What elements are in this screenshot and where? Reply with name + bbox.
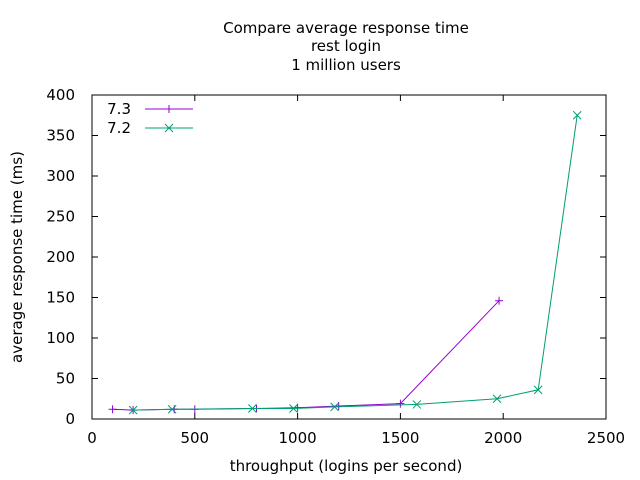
- legend-entry-7-3: 7.3: [107, 100, 193, 118]
- point-7-3-0: [108, 405, 117, 414]
- x-axis-ticks: 0 500 1000 1500 2000 2500: [87, 95, 625, 447]
- legend-marker-7-3: [165, 105, 173, 113]
- legend: 7.3 7.2: [107, 100, 193, 137]
- point-7-2-2: [248, 404, 257, 413]
- y-tick-label-100: 100: [46, 329, 75, 347]
- point-7-2-7: [533, 385, 543, 395]
- series-line-7-2: [133, 115, 578, 411]
- y-tick-label-300: 300: [46, 167, 75, 185]
- series-layer: [108, 110, 582, 415]
- series-7-2: [128, 110, 582, 415]
- chart-title-line-3: 1 million users: [291, 56, 401, 74]
- point-7-2-1: [167, 404, 177, 414]
- x-tick-label-500: 500: [180, 429, 209, 447]
- x-tick-label-2000: 2000: [484, 429, 522, 447]
- point-7-3-8: [495, 296, 504, 305]
- point-7-2-4: [330, 402, 339, 412]
- y-tick-label-250: 250: [46, 208, 75, 226]
- chart-title-line-1: Compare average response time: [223, 19, 469, 37]
- point-7-2-5: [412, 400, 422, 409]
- point-7-2-6: [492, 394, 502, 404]
- x-tick-label-0: 0: [87, 429, 97, 447]
- series-line-7-3: [112, 300, 500, 411]
- legend-label-7-3: 7.3: [107, 100, 131, 118]
- legend-label-7-2: 7.2: [107, 119, 131, 137]
- y-tick-label-150: 150: [46, 289, 75, 307]
- point-7-2-8: [572, 110, 582, 120]
- chart-title: Compare average response time rest login…: [223, 19, 469, 74]
- chart-title-line-2: rest login: [311, 37, 381, 55]
- x-tick-label-1500: 1500: [381, 429, 419, 447]
- x-axis-label: throughput (logins per second): [230, 457, 463, 475]
- y-tick-label-0: 0: [65, 410, 75, 428]
- y-tick-label-350: 350: [46, 127, 75, 145]
- point-7-2-3: [289, 404, 298, 413]
- plot-frame: [91, 94, 607, 420]
- point-7-3-7: [396, 399, 405, 408]
- legend-marker-7-2: [164, 123, 174, 133]
- y-tick-label-200: 200: [46, 248, 75, 266]
- y-axis-label: average response time (ms): [8, 151, 26, 363]
- point-7-2-0: [128, 405, 138, 415]
- x-tick-label-2500: 2500: [587, 429, 625, 447]
- series-7-3: [108, 296, 504, 415]
- y-tick-label-50: 50: [56, 370, 75, 388]
- legend-point-7-2: [164, 123, 174, 133]
- legend-point-7-3: [165, 105, 173, 113]
- y-tick-label-400: 400: [46, 86, 75, 104]
- x-tick-label-1000: 1000: [279, 429, 317, 447]
- y-axis-ticks: 0 50 100 150 200 250 300 350 400: [46, 86, 606, 428]
- legend-entry-7-2: 7.2: [107, 119, 193, 137]
